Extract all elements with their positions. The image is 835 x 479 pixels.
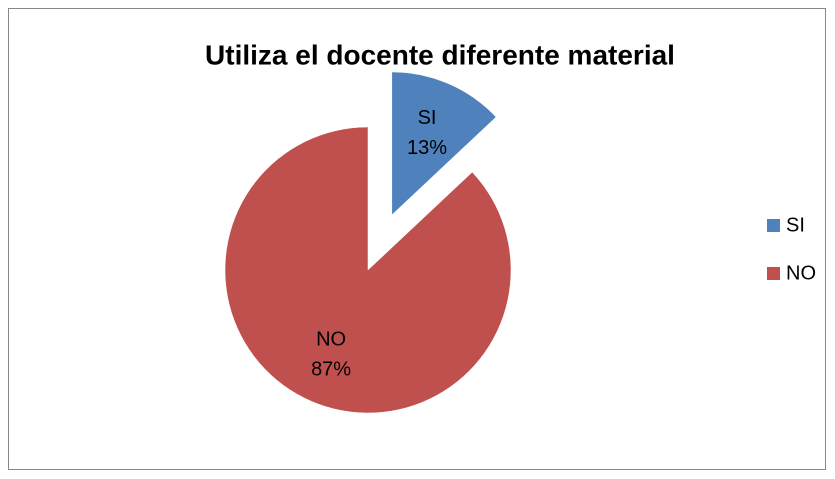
slice-value-label: 13%: [407, 137, 447, 159]
slice-value-label: 87%: [311, 359, 351, 381]
pie-slice: [224, 126, 512, 414]
legend-swatch: [767, 219, 780, 232]
pie-slice: [391, 71, 497, 216]
chart-title: Utiliza el docente diferente material: [205, 39, 675, 70]
legend-swatch: [767, 267, 780, 280]
legend-label: SI: [786, 214, 805, 236]
legend-label: NO: [786, 262, 816, 284]
slice-category-label: NO: [316, 329, 346, 351]
slice-category-label: SI: [418, 107, 437, 129]
